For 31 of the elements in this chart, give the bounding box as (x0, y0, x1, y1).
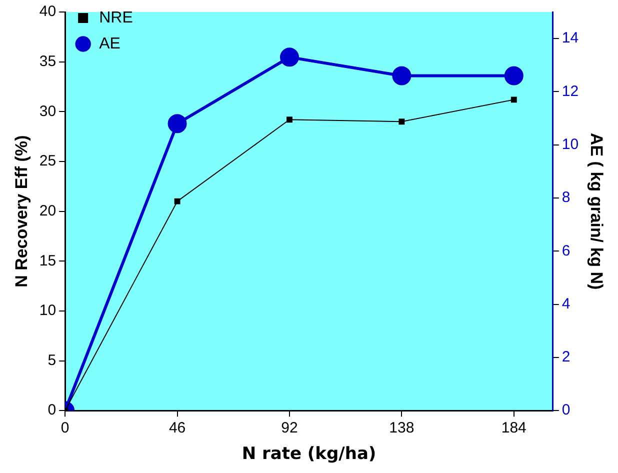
y-tick-label: 10 (39, 302, 56, 320)
x-tick-label: 138 (389, 420, 414, 437)
y-axis-title: N Recovery Eff (%) (12, 135, 31, 288)
y2-tick-label: 4 (562, 295, 570, 312)
y2-tick-label: 14 (562, 30, 579, 47)
x-axis-title: N rate (kg/ha) (242, 444, 376, 464)
point (510, 96, 517, 103)
y2-tick-label: 2 (562, 348, 570, 366)
y2-tick-label: 6 (562, 242, 570, 260)
y-tick-label: 35 (39, 52, 56, 70)
y-tick-label: 40 (39, 3, 56, 20)
point (174, 198, 180, 204)
y2-axis-title: AE ( kg grain/ kg N) (587, 132, 606, 290)
y-tick-label: 5 (48, 352, 56, 369)
point (286, 116, 292, 123)
y2-tick-label: 10 (562, 136, 579, 154)
y-tick-label: 15 (39, 252, 56, 270)
y-tick-label: 25 (39, 152, 56, 170)
x-tick-label: 0 (60, 420, 70, 437)
y2-tick-label: 12 (562, 82, 579, 100)
legend-label: AE (99, 35, 120, 52)
x-tick-label: 92 (281, 420, 298, 437)
x-tick-label: 184 (501, 420, 526, 437)
point (398, 118, 405, 125)
y2-tick-label: 0 (562, 402, 570, 419)
y-tick-label: 0 (48, 402, 56, 419)
legend-label: NRE (99, 9, 133, 26)
x-tick-label: 46 (168, 420, 186, 437)
y-tick-label: 30 (39, 102, 56, 120)
y-tick-label: 20 (39, 202, 56, 220)
y2-tick-label: 8 (562, 189, 570, 206)
